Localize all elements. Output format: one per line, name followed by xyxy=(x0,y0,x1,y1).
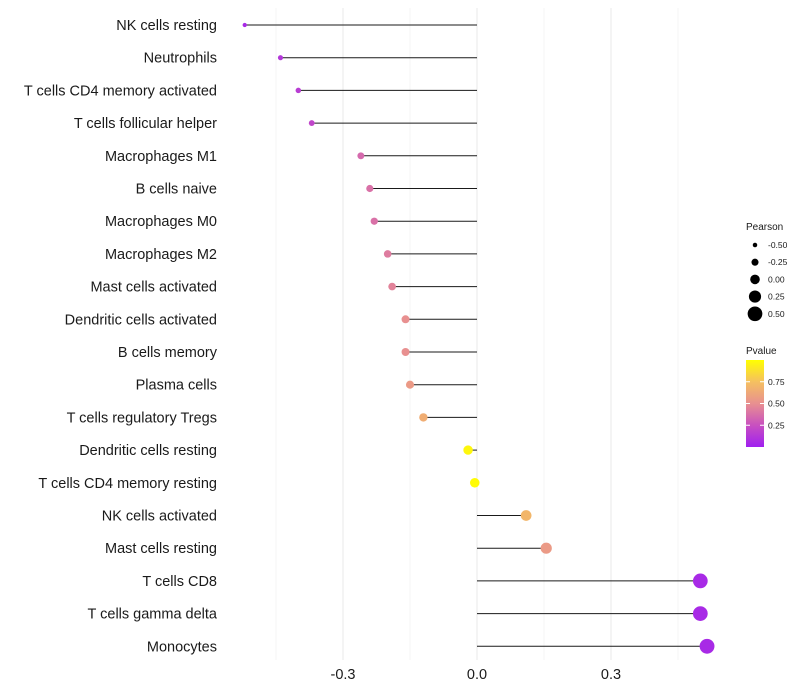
color-legend-label: 0.75 xyxy=(768,377,785,387)
size-legend-key xyxy=(747,306,763,322)
lollipop-dot xyxy=(295,87,302,94)
lollipop-dot xyxy=(469,478,480,488)
lollipop-dot xyxy=(692,573,708,589)
color-legend-bar xyxy=(746,360,764,447)
size-legend-key xyxy=(752,242,758,248)
category-label: T cells CD4 memory resting xyxy=(38,476,217,492)
lollipop-dot xyxy=(419,413,428,422)
size-legend-key xyxy=(751,258,759,266)
lollipop-dot xyxy=(242,22,247,28)
category-label: Dendritic cells activated xyxy=(65,312,217,328)
category-label: Neutrophils xyxy=(144,51,217,67)
size-legend-label: -0.50 xyxy=(768,240,788,250)
lollipop-dot xyxy=(308,120,315,127)
size-legend-label: 0.50 xyxy=(768,309,785,319)
category-label: T cells CD8 xyxy=(142,574,217,590)
lollipop-dot xyxy=(366,184,374,193)
lollipop-dot xyxy=(405,380,415,389)
category-label: T cells follicular helper xyxy=(74,116,217,132)
category-label: B cells memory xyxy=(118,345,218,361)
category-label: Macrophages M2 xyxy=(105,247,217,263)
category-label: NK cells activated xyxy=(102,509,217,525)
size-legend-title: Pearson xyxy=(746,222,783,233)
size-legend: Pearson -0.50 -0.25 0.00 0.25 0.50 xyxy=(746,222,788,322)
size-legend-key xyxy=(750,274,760,285)
category-label: T cells CD4 memory activated xyxy=(24,83,217,99)
color-legend-label: 0.50 xyxy=(768,399,785,409)
lollipop-dot xyxy=(699,638,715,654)
size-legend-label: -0.25 xyxy=(768,257,788,267)
category-label: Plasma cells xyxy=(136,378,217,394)
category-label: T cells gamma delta xyxy=(88,607,218,623)
lollipop-dot xyxy=(388,282,396,291)
x-tick-label: 0.0 xyxy=(467,667,487,683)
category-label: Mast cells resting xyxy=(105,541,217,557)
grid-lines xyxy=(275,8,679,660)
category-label: Macrophages M1 xyxy=(105,149,217,165)
category-label: Dendritic cells resting xyxy=(79,443,217,459)
x-tick-labels: -0.3 0.0 0.3 xyxy=(330,667,621,683)
color-legend-label: 0.25 xyxy=(768,420,785,430)
lollipop-dot xyxy=(370,217,378,225)
lollipop-dot xyxy=(383,250,392,258)
size-legend-key xyxy=(748,290,762,303)
size-legend-label: 0.25 xyxy=(768,292,785,302)
lollipop-dots xyxy=(242,22,715,654)
category-label: T cells regulatory Tregs xyxy=(67,410,217,426)
lollipop-dot xyxy=(401,348,410,356)
size-legend-label: 0.00 xyxy=(768,274,785,284)
category-label: Mast cells activated xyxy=(90,280,217,296)
lollipop-dot xyxy=(692,606,708,621)
category-labels: NK cells resting Neutrophils T cells CD4 m… xyxy=(24,18,218,655)
lollipop-stems xyxy=(244,24,708,647)
category-label: NK cells resting xyxy=(116,18,217,34)
lollipop-dot xyxy=(357,152,365,160)
x-tick-label: -0.3 xyxy=(330,667,355,683)
color-legend: Pvalue 0.75 0.50 0.25 xyxy=(746,346,785,447)
category-label: B cells naive xyxy=(136,182,217,198)
x-tick-label: 0.3 xyxy=(601,667,621,683)
category-label: Macrophages M0 xyxy=(105,214,217,230)
category-label: Monocytes xyxy=(147,639,217,655)
lollipop-dot xyxy=(277,55,284,61)
lollipop-dot xyxy=(540,542,552,554)
lollipop-dot xyxy=(401,315,410,324)
lollipop-dot xyxy=(463,445,473,455)
lollipop-dot xyxy=(520,510,532,521)
color-legend-title: Pvalue xyxy=(746,346,777,357)
